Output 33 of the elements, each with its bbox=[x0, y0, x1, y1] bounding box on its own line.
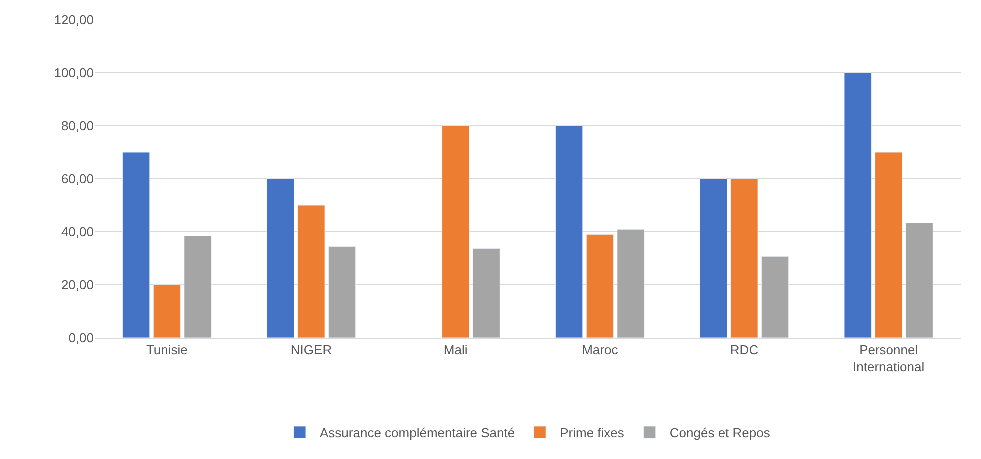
x-tick-label: RDC bbox=[730, 342, 759, 358]
x-tick-label: Mali bbox=[444, 342, 468, 358]
y-tick-label: 100,00 bbox=[54, 66, 94, 81]
bar bbox=[586, 234, 614, 338]
bar bbox=[442, 126, 470, 338]
bar bbox=[266, 178, 295, 338]
bar bbox=[298, 205, 326, 338]
bar bbox=[844, 72, 872, 338]
bar bbox=[730, 178, 758, 338]
bar bbox=[153, 284, 181, 338]
x-tick-label: Personnel International bbox=[853, 342, 925, 374]
bar bbox=[617, 229, 645, 338]
y-tick-label: 120,00 bbox=[54, 12, 94, 28]
y-tick-label: 20,00 bbox=[61, 278, 94, 293]
bar bbox=[761, 256, 790, 338]
y-tick-label: 80,00 bbox=[61, 118, 94, 134]
bar bbox=[556, 126, 584, 338]
legend-label: Congés et Repos bbox=[670, 426, 771, 441]
legend-label: Assurance complémentaire Santé bbox=[320, 426, 516, 441]
y-tick-label: 0,00 bbox=[68, 330, 94, 346]
x-tick-label: Maroc bbox=[582, 342, 619, 358]
legend-label: Prime fixes bbox=[560, 426, 625, 441]
x-tick-label: NIGER bbox=[290, 342, 332, 358]
x-tick-label: Tunisie bbox=[146, 342, 188, 358]
y-tick-label: 40,00 bbox=[61, 224, 94, 240]
bar bbox=[122, 152, 150, 338]
bar bbox=[328, 246, 356, 338]
bar bbox=[184, 236, 212, 338]
bar bbox=[472, 248, 500, 338]
y-tick-label: 60,00 bbox=[61, 172, 94, 187]
bar bbox=[875, 152, 903, 338]
bar bbox=[700, 178, 728, 338]
bar bbox=[906, 223, 934, 338]
